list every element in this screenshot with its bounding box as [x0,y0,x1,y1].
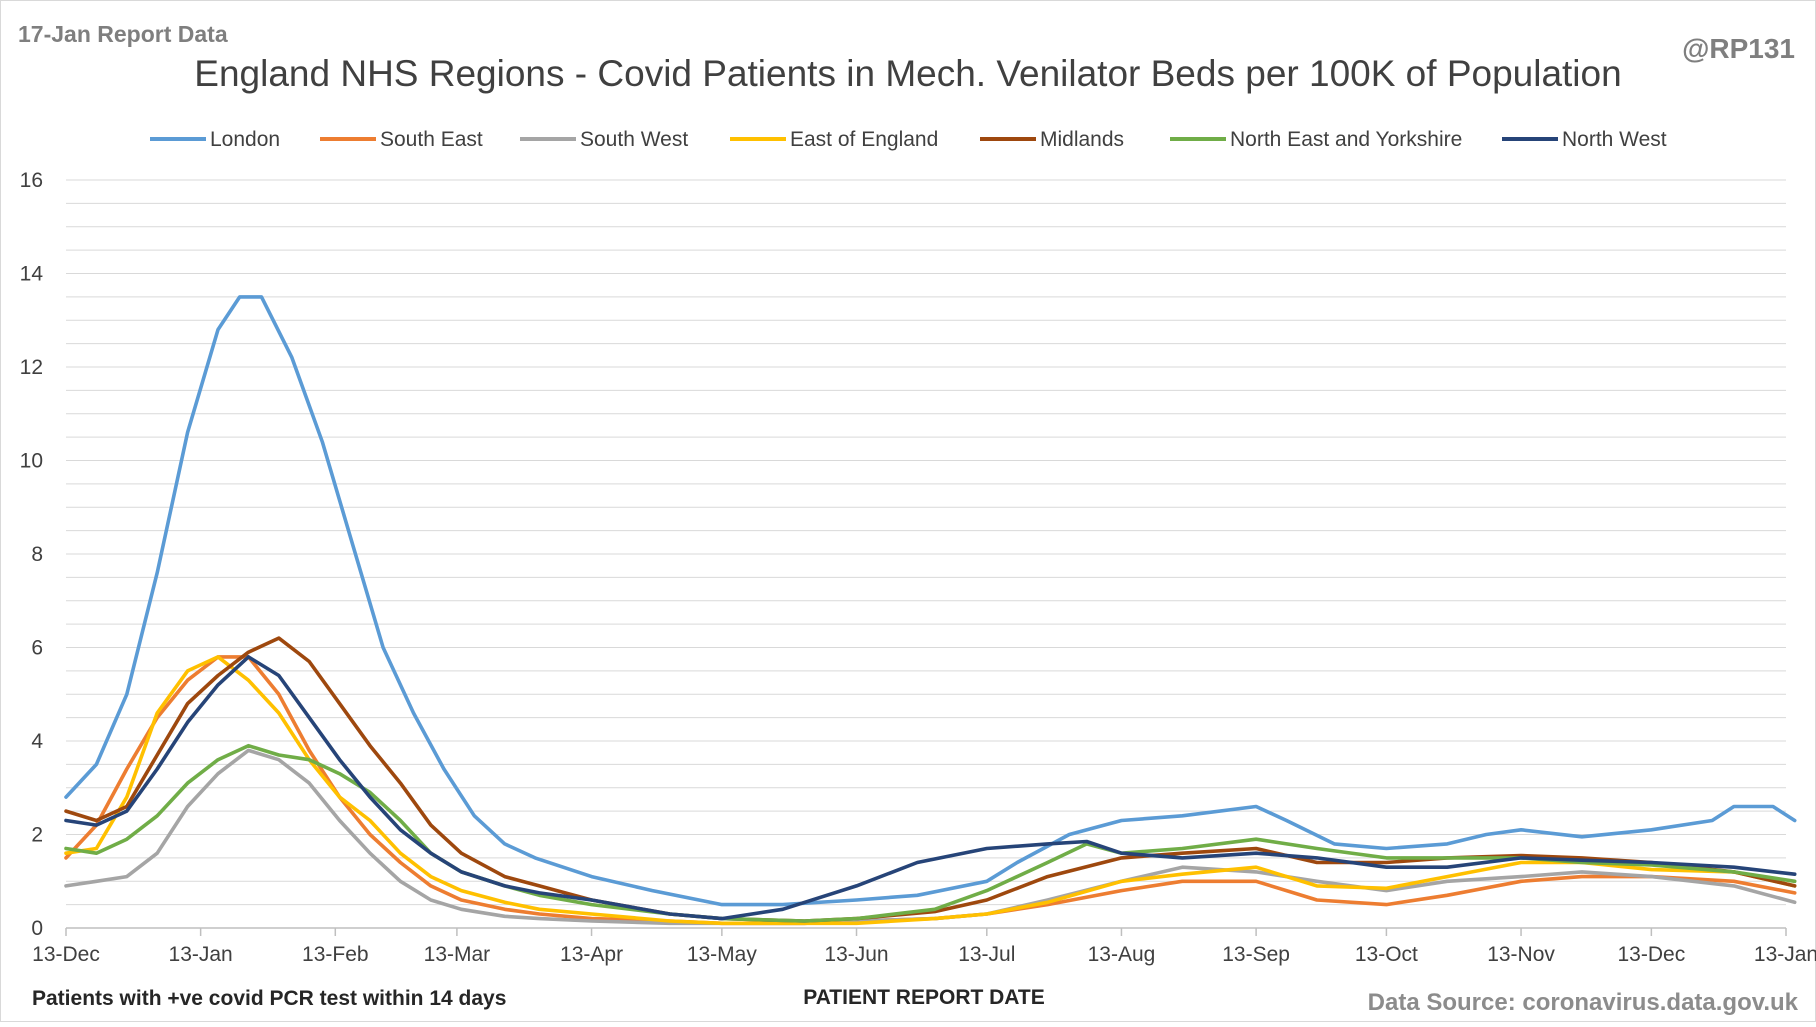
series-line-north-west [64,655,1797,921]
legend-label-south-west: South West [580,128,688,151]
x-tick-label: 13-Dec [1618,943,1686,966]
x-tick-label: 13-Jan [169,943,233,966]
x-axis-ticks: 13-Dec 13-Jan 13-Feb 13-Mar 13-Apr 13-May 13-J… [32,928,1816,966]
x-tick-label: 13-May [687,943,758,966]
y-tick-label: 12 [20,356,43,379]
x-tick-label: 13-Apr [560,943,623,966]
legend: London South East South West East of Englan… [150,128,1667,151]
legend-label-south-east: South East [380,128,483,151]
footnote: Patients with +ve covid PCR test within … [32,987,506,1010]
x-tick-label: 13-Aug [1088,943,1156,966]
x-tick-label: 13-Sep [1222,943,1290,966]
y-tick-label: 16 [20,169,43,192]
x-tick-label: 13-Feb [302,943,369,966]
series-line-london [64,295,1797,907]
x-tick-label: 13-Mar [424,943,491,966]
legend-label-north-east-and-yorkshire: North East and Yorkshire [1230,128,1462,151]
x-axis-label: PATIENT REPORT DATE [803,986,1045,1009]
report-date-label: 17-Jan Report Data [18,21,228,47]
y-tick-label: 4 [31,730,43,753]
y-tick-label: 8 [31,543,43,566]
author-handle: @RP131 [1682,33,1795,64]
chart-title: England NHS Regions - Covid Patients in … [194,53,1621,94]
y-tick-label: 6 [31,637,43,660]
y-tick-label: 10 [20,450,43,473]
series-line-south-west [64,748,1797,926]
series-line-east-of-england [64,655,1797,926]
legend-label-london: London [210,128,280,151]
x-tick-label: 13-Dec [32,943,100,966]
x-tick-label: 13-Oct [1355,943,1418,966]
data-source: Data Source: coronavirus.data.gov.uk [1368,989,1799,1016]
series-lines [64,295,1797,926]
x-tick-label: 13-Jul [958,943,1015,966]
x-tick-label: 13-Nov [1487,943,1555,966]
legend-label-midlands: Midlands [1040,128,1124,151]
y-tick-label: 2 [31,824,43,847]
legend-label-north-west: North West [1562,128,1667,151]
x-tick-label: 13-Jun [824,943,888,966]
y-axis-ticks: 0 2 4 6 8 10 12 14 16 [20,169,44,940]
x-tick-label: 13-Jan [1754,943,1816,966]
legend-label-east-of-england: East of England [790,128,938,151]
y-tick-label: 14 [20,263,44,286]
y-tick-label: 0 [31,917,43,940]
